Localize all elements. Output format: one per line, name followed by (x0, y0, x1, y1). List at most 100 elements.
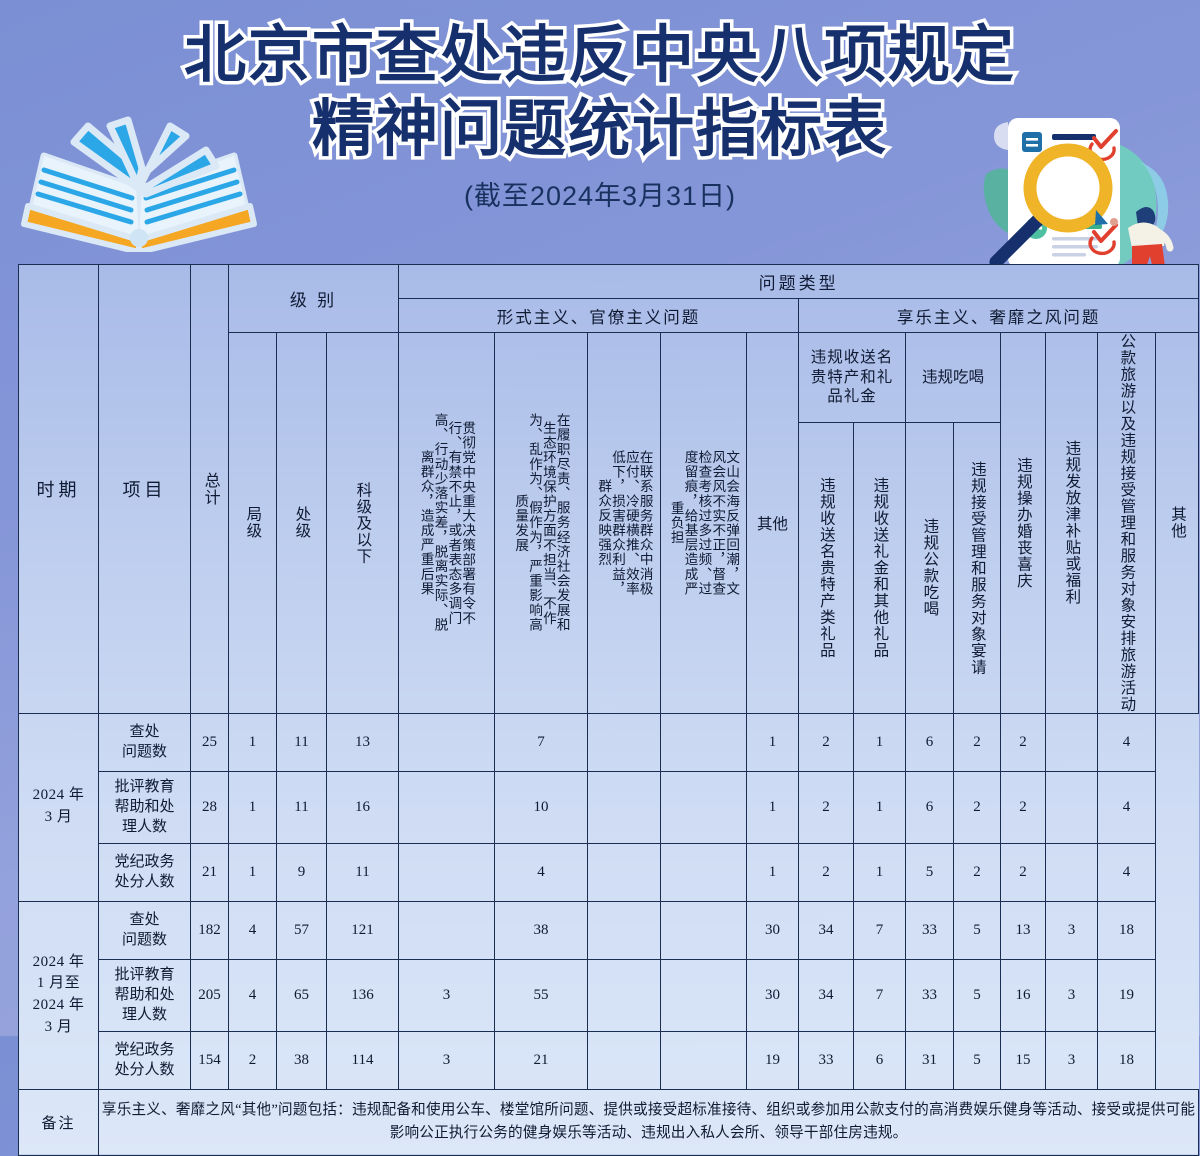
col-header-hedonism-7: 公款旅游以及违规接受管理和服务对象安排旅游活动 (1097, 332, 1157, 714)
cell-total: 205 (190, 958, 229, 1032)
cell-level-2: 11 (276, 712, 327, 772)
cell-hedonism-7: 19 (1097, 958, 1157, 1032)
table-row: 党纪政务 处分人数 21 1 9 11 4 1 2 1 5 2 2 4 (19, 842, 1199, 902)
cell-hedonism-1: 2 (798, 770, 855, 844)
col-header-hedonism-4: 违规接受管理和服务对象宴请 (953, 422, 1002, 714)
col-header-formalism-4: 文山会海反弹回潮，文风会风不实不正，督查检查考核过多过频、过度留痕，给基层造成严… (660, 332, 748, 714)
cell-formalism-5: 1 (746, 712, 800, 772)
cell-hedonism-5: 13 (1000, 900, 1047, 960)
cell-level-3: 136 (325, 958, 400, 1032)
cell-formalism-4 (660, 958, 748, 1032)
note-label: 备注 (18, 1088, 99, 1156)
cell-formalism-3 (587, 712, 662, 772)
col-header-total: 总计 (190, 264, 229, 714)
cell-level-2: 11 (276, 770, 327, 844)
cell-hedonism-3: 5 (905, 842, 955, 902)
cell-formalism-2: 21 (494, 1030, 589, 1090)
cell-formalism-2: 7 (494, 712, 589, 772)
cell-hedonism-3: 33 (905, 958, 955, 1032)
page-subtitle: (截至2024年3月31日) (463, 181, 737, 211)
cell-level-2: 65 (276, 958, 327, 1032)
table-row: 党纪政务 处分人数 154 2 38 114 3 21 19 33 6 31 5 15 3 18 (19, 1030, 1199, 1090)
cell-formalism-4 (660, 770, 748, 844)
cell-hedonism-4: 2 (953, 842, 1002, 902)
cell-formalism-3 (587, 958, 662, 1032)
cell-formalism-2: 10 (494, 770, 589, 844)
row-header-item: 查处 问题数 (98, 712, 191, 772)
cell-level-3: 121 (325, 900, 400, 960)
cell-formalism-3 (587, 900, 662, 960)
cell-formalism-1 (398, 842, 496, 902)
col-header-hedonism-group: 享乐主义、奢靡之风问题 (798, 298, 1200, 333)
cell-hedonism-4: 5 (953, 1030, 1002, 1090)
cell-formalism-5: 1 (746, 770, 800, 844)
col-header-formalism-3: 在联系服务群众中消极应付、冷硬横推、效率低下，损害群众利益，群众反映强烈 (587, 332, 662, 714)
cell-hedonism-6: 3 (1045, 1030, 1099, 1090)
cell-hedonism-2: 1 (853, 842, 907, 902)
cell-total: 25 (190, 712, 229, 772)
cell-hedonism-5: 16 (1000, 958, 1047, 1032)
header-row-4: 违规收送名贵特产类礼品 违规收送礼金和其他礼品 违规公款吃喝 违规接受管理和服务… (19, 422, 1199, 714)
cell-hedonism-5: 2 (1000, 712, 1047, 772)
cell-hedonism-5: 15 (1000, 1030, 1047, 1090)
statistics-table: 时期 项目 总计 级 别 问题类型 形式主义、官僚主义问题 享乐主义、奢靡之风问… (18, 264, 1200, 1156)
cell-hedonism-4: 5 (953, 958, 1002, 1032)
cell-formalism-5: 30 (746, 958, 800, 1032)
col-header-hedonism-2: 违规收送礼金和其他礼品 (853, 422, 907, 714)
cell-hedonism-1: 33 (798, 1030, 855, 1090)
cell-hedonism-5: 2 (1000, 842, 1047, 902)
col-header-formalism-other: 其他 (746, 332, 800, 714)
cell-hedonism-3: 6 (905, 712, 955, 772)
cell-total: 154 (190, 1030, 229, 1090)
cell-formalism-2: 55 (494, 958, 589, 1032)
open-book-icon (21, 116, 257, 252)
cell-hedonism-1: 2 (798, 712, 855, 772)
cell-total: 21 (190, 842, 229, 902)
note-row: 备注 享乐主义、奢靡之风“其他”问题包括：违规配备和使用公车、楼堂馆所问题、提供… (18, 1088, 1200, 1156)
cell-level-3: 13 (325, 712, 400, 772)
header-row-3: 局级 处级 科级及以下 贯彻党中央重大决策部署有令不行、有禁不止，或者表态多调门… (19, 332, 1200, 714)
header-banner: 北京市查处违反中央八项规定 精神问题统计指标表 (截至2024年3月31日) (0, 0, 1200, 274)
col-header-item: 项目 (98, 264, 191, 714)
col-header-gift-group: 违规收送名贵特产和礼品礼金 (798, 332, 907, 423)
cell-level-1: 2 (228, 1030, 277, 1090)
col-header-eat-group: 违规吃喝 (905, 332, 1002, 423)
cell-total: 182 (190, 900, 229, 960)
col-header-hedonism-other: 其他 (1155, 332, 1200, 714)
row-header-item: 查处 问题数 (98, 900, 191, 960)
cell-level-3: 11 (325, 842, 400, 902)
cell-formalism-4 (660, 900, 748, 960)
cell-hedonism-6: 3 (1045, 900, 1099, 960)
cell-formalism-2: 38 (494, 900, 589, 960)
col-header-problem-type: 问题类型 (398, 264, 1200, 299)
cell-level-3: 114 (325, 1030, 400, 1090)
cell-formalism-5: 30 (746, 900, 800, 960)
cell-level-3: 16 (325, 770, 400, 844)
cell-hedonism-5: 2 (1000, 770, 1047, 844)
cell-hedonism-6 (1045, 842, 1099, 902)
cell-formalism-1 (398, 712, 496, 772)
cell-level-1: 1 (228, 770, 277, 844)
cell-formalism-4 (660, 712, 748, 772)
cell-formalism-1: 3 (398, 958, 496, 1032)
note-text: 享乐主义、奢靡之风“其他”问题包括：违规配备和使用公车、楼堂馆所问题、提供或接受… (97, 1088, 1200, 1156)
page-title-line2: 精神问题统计指标表 (308, 89, 889, 169)
col-header-formalism-2: 在履职尽责、服务经济社会发展和生态环境保护方面不担当、不作为、乱作为、假作为，严… (494, 332, 589, 714)
cell-hedonism-4: 2 (953, 770, 1002, 844)
row-header-item: 批评教育 帮助和处 理人数 (98, 770, 191, 844)
col-header-level-group: 级 别 (227, 264, 400, 333)
cell-hedonism-7: 18 (1097, 1030, 1157, 1090)
cell-hedonism-2: 6 (853, 1030, 907, 1090)
cell-hedonism-1: 34 (798, 900, 855, 960)
cell-hedonism-7: 4 (1097, 770, 1157, 844)
cell-level-2: 9 (276, 842, 327, 902)
cell-level-1: 1 (228, 842, 277, 902)
col-header-level-section: 科级及以下 (325, 332, 400, 714)
cell-level-2: 38 (276, 1030, 327, 1090)
cell-hedonism-2: 1 (853, 770, 907, 844)
cell-hedonism-6: 3 (1045, 958, 1099, 1032)
cell-hedonism-7: 4 (1097, 842, 1157, 902)
